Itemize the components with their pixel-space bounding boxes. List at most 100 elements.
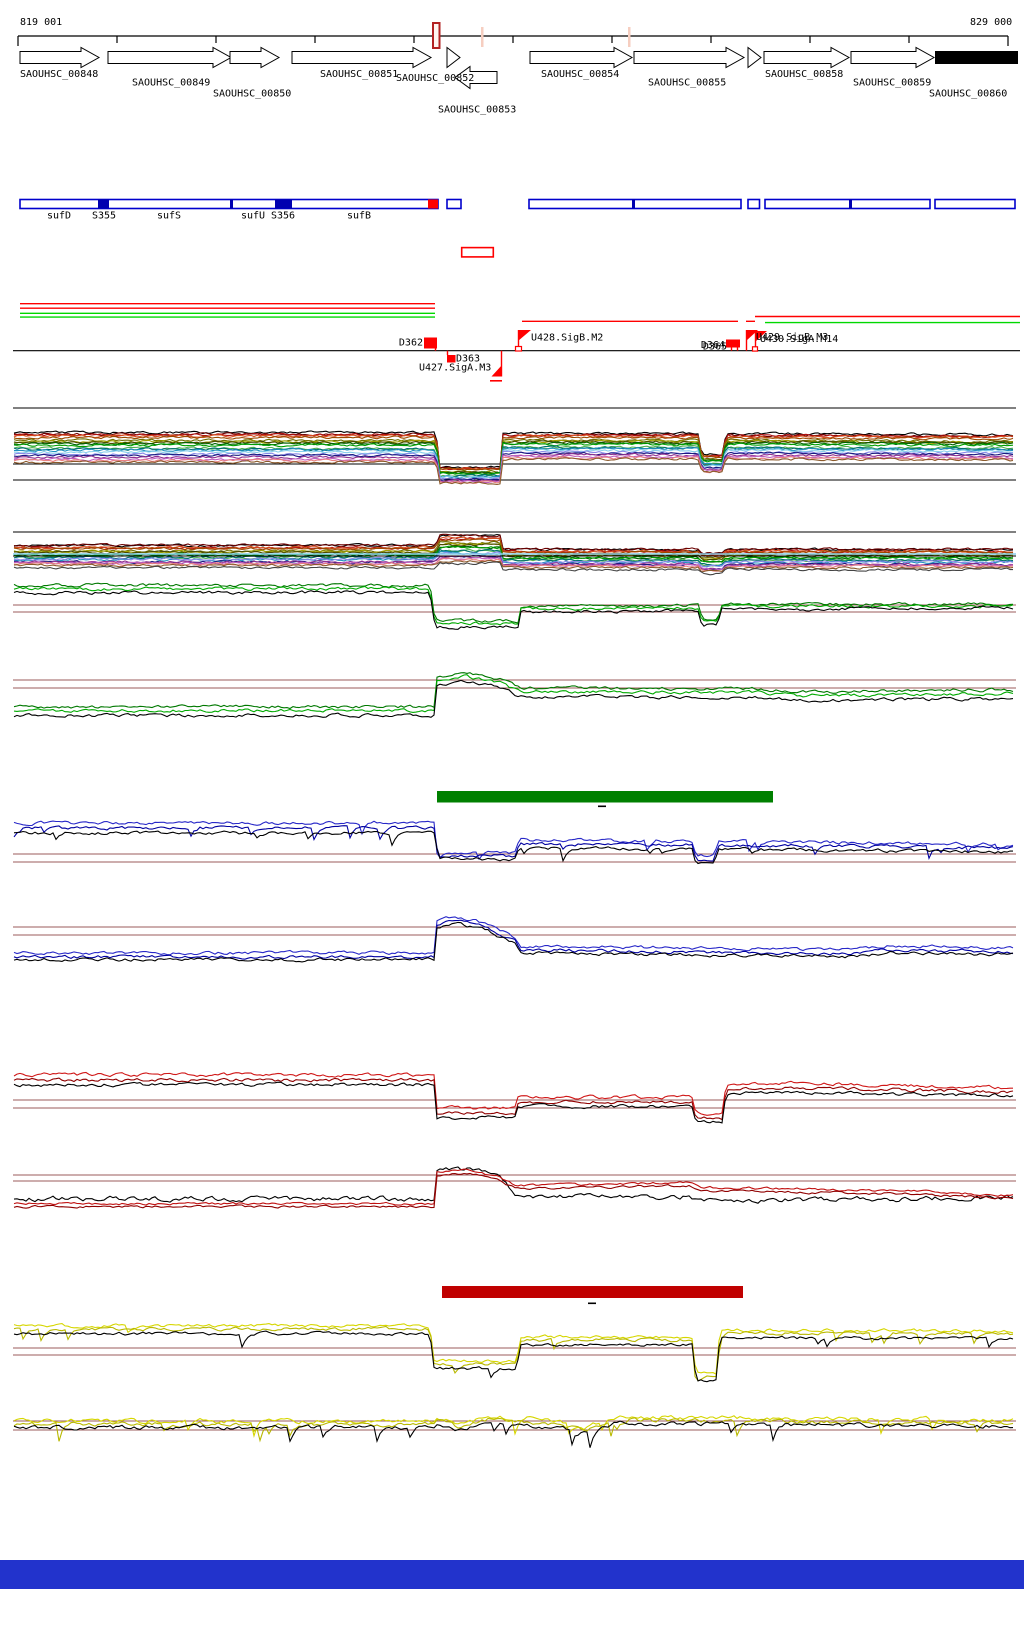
signal-tracks (13, 407, 1016, 1448)
operon-divider[interactable] (98, 199, 109, 209)
signal-series-t4 (13, 674, 1014, 713)
tss-label: U430.SigA.M14 (760, 334, 838, 345)
tss-flag[interactable] (726, 339, 740, 348)
gene-arrow-SAOUHSC_00852[interactable] (446, 46, 461, 69)
tss-label: D363 (456, 354, 480, 365)
operon-bar[interactable] (446, 198, 462, 210)
coordinate-label-right: 829 000 (970, 17, 1012, 28)
signal-series-t9 (13, 1330, 1014, 1383)
tss-flag[interactable] (518, 330, 531, 341)
signal-series-t1 (13, 454, 1014, 484)
signal-series-t1 (13, 445, 1014, 478)
gene-arrow-SAOUHSC_00859[interactable] (850, 46, 936, 69)
signal-series-t1 (13, 451, 1014, 481)
tss-label: U428.SigB.M2 (531, 333, 603, 344)
bar-tick-dash (598, 805, 606, 808)
signal-series-t1 (13, 448, 1014, 479)
signal-series-t10 (13, 1420, 1014, 1448)
gene-arrow-SAOUHSC_00860[interactable] (935, 51, 1018, 64)
gene-arrow-SAOUHSC_00854[interactable] (529, 46, 634, 69)
bar-tick-dash (588, 1302, 596, 1305)
signal-series-t6 (13, 919, 1014, 960)
gene-label: SAOUHSC_00859 (853, 78, 931, 89)
gene-arrow-SAOUHSC_00855[interactable] (633, 46, 746, 69)
tss-label: D365 (703, 342, 727, 353)
operon-bar[interactable] (934, 198, 1016, 210)
signal-series-t1 (13, 430, 1014, 469)
gene-arrow-SAOUHSC_00858[interactable] (763, 46, 851, 69)
tss-flag[interactable] (424, 337, 437, 349)
tss-label: D364 (701, 340, 725, 351)
gene-arrow-SAOUHSC_00849[interactable] (107, 46, 233, 69)
signal-series-t5 (13, 820, 1014, 861)
signal-series-t1 (13, 434, 1014, 471)
operon-label: sufU (241, 211, 265, 222)
signal-series-t3 (13, 582, 1014, 624)
tss-flag-anchor (514, 345, 523, 352)
highlight-bar-green[interactable] (437, 791, 773, 803)
tss-flag-anchor (751, 346, 759, 352)
region-bars (0, 791, 1024, 1589)
signal-series-t2 (13, 561, 1013, 576)
tss-flag[interactable] (491, 365, 503, 377)
operon-divider[interactable] (849, 199, 852, 209)
ruler-track (17, 22, 1009, 49)
gene-label: SAOUHSC_00850 (213, 89, 291, 100)
gene-arrow-SAOUHSC_00851[interactable] (291, 46, 433, 69)
signal-series-t4 (13, 679, 1014, 719)
signal-series-t6 (13, 916, 1014, 956)
signal-series-t3 (13, 585, 1014, 626)
gene-arrow-unlabeled[interactable] (747, 46, 762, 69)
operon-label: sufS (157, 211, 181, 222)
operon-label: sufD (47, 211, 71, 222)
operon-label: S355 (92, 211, 116, 222)
signal-series-t2 (13, 548, 1014, 567)
region-outline-box[interactable] (460, 246, 495, 258)
tss-label: U427.SigA.M3 (419, 363, 491, 374)
operon-divider[interactable] (275, 199, 292, 209)
signal-series-t7 (13, 1081, 1014, 1124)
ruler-faint-tick (628, 27, 631, 47)
tss-flag[interactable] (447, 355, 456, 363)
tss-label: U429.SigB.M3 (756, 332, 828, 343)
operon-bar[interactable] (764, 198, 931, 210)
gene-label: SAOUHSC_00851 (320, 69, 398, 80)
signal-series-t2 (13, 538, 1013, 559)
signal-series-t5 (13, 830, 1014, 865)
signal-series-t5 (13, 825, 1014, 862)
signal-series-t7 (13, 1077, 1014, 1121)
signal-series-t9 (13, 1325, 1014, 1382)
gene-arrow-SAOUHSC_00853[interactable] (454, 65, 498, 90)
gene-label: SAOUHSC_00858 (765, 69, 843, 80)
signal-series-t1 (13, 438, 1013, 474)
operon-bar[interactable] (747, 198, 761, 210)
gene-label: SAOUHSC_00855 (648, 78, 726, 89)
gene-label: SAOUHSC_00860 (929, 89, 1007, 100)
highlight-bar-red[interactable] (442, 1286, 743, 1298)
tss-track (13, 303, 1020, 382)
operon-divider[interactable] (230, 199, 233, 209)
operon-bar[interactable] (19, 198, 439, 210)
gene-arrow-SAOUHSC_00848[interactable] (19, 46, 101, 69)
gene-label: SAOUHSC_00852 (396, 73, 474, 84)
signal-series-t1 (13, 457, 1014, 486)
signal-series-t8 (13, 1168, 1014, 1206)
operon-bar[interactable] (428, 199, 438, 209)
signal-series-t2 (13, 559, 1014, 573)
signal-series-t2 (13, 557, 1014, 572)
tss-flag[interactable] (755, 331, 767, 342)
gene-arrow-SAOUHSC_00850[interactable] (229, 46, 281, 69)
tss-dash (490, 380, 502, 382)
operon-label: S356 (271, 211, 295, 222)
ruler-faint-tick (481, 27, 484, 47)
gene-label: SAOUHSC_00854 (541, 69, 619, 80)
position-marker[interactable] (432, 22, 441, 49)
signal-series-t2 (13, 545, 1014, 563)
gene-track (19, 46, 1018, 90)
operon-divider[interactable] (632, 199, 635, 209)
signal-series-t2 (13, 533, 1014, 555)
signal-series-t1 (13, 442, 1014, 475)
signal-series-t4 (13, 672, 1014, 710)
footer-bar (0, 1560, 1024, 1589)
